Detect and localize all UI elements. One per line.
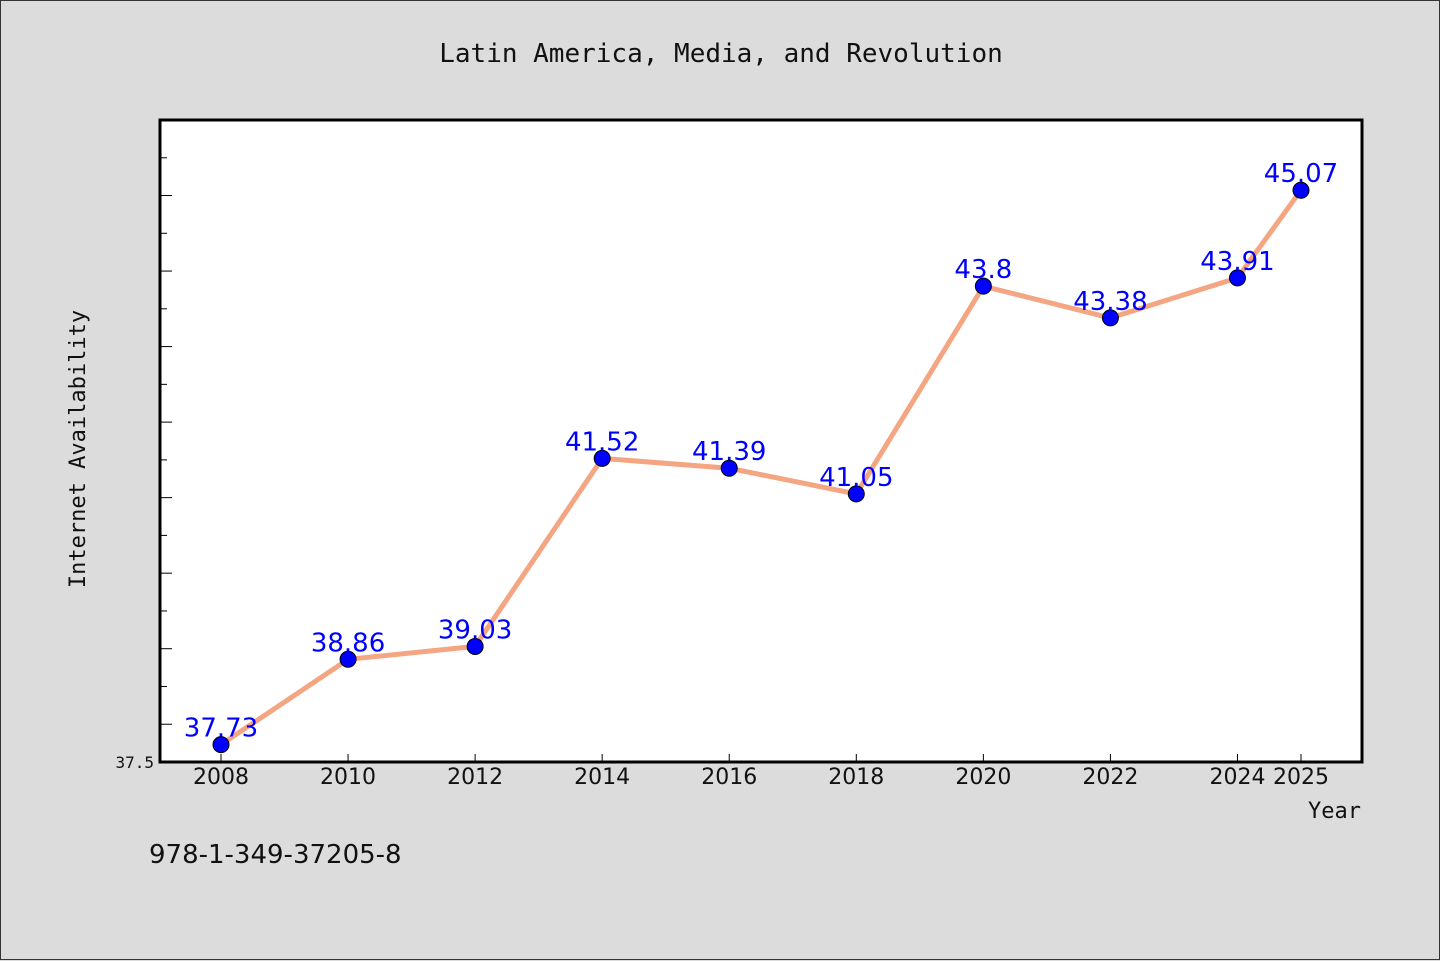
data-label: 41.39 <box>692 437 766 467</box>
chart-title: Latin America, Media, and Revolution <box>439 39 1003 69</box>
data-point <box>212 736 230 754</box>
data-point <box>1101 309 1119 327</box>
data-label: 39.03 <box>438 615 512 645</box>
x-axis-label: Year <box>1308 799 1361 824</box>
data-label: 45.07 <box>1264 159 1338 189</box>
x-tick-labels: 2008 2010 2012 2014 2016 2018 2020 2022 2024 2025 <box>193 754 1329 790</box>
x-tick-label: 2024 <box>1209 765 1265 790</box>
x-tick-label: 2016 <box>701 765 757 790</box>
x-tick-label: 2018 <box>828 765 884 790</box>
data-label: 43.38 <box>1073 287 1147 317</box>
x-tick-label: 2022 <box>1082 765 1138 790</box>
data-label: 43.91 <box>1200 247 1274 277</box>
data-label: 41.52 <box>565 427 639 457</box>
data-point <box>593 449 611 467</box>
data-point <box>1292 181 1310 199</box>
data-label: 37.73 <box>184 714 258 744</box>
isbn-label: 978-1-349-37205-8 <box>149 840 402 870</box>
data-point <box>720 459 738 477</box>
x-tick-label: 2014 <box>574 765 630 790</box>
data-label: 38.86 <box>311 628 385 658</box>
y-tick-label: 37.5 <box>115 753 154 772</box>
x-tick-label: 2010 <box>320 765 376 790</box>
plot-area <box>158 118 1364 764</box>
data-point <box>1228 269 1246 287</box>
x-tick-label: 2020 <box>955 765 1011 790</box>
data-point <box>339 650 357 668</box>
series-line <box>219 188 1304 747</box>
x-tick-label: 2025 <box>1273 765 1329 790</box>
y-tick-labels: 37.5 <box>115 753 154 772</box>
data-point <box>847 485 865 503</box>
data-labels: 37.73 38.86 39.03 41.52 41.39 41.05 43.8 43.38 4… <box>184 159 1338 743</box>
y-axis-label: Internet Availability <box>66 310 91 588</box>
data-label: 41.05 <box>819 463 893 493</box>
data-points <box>212 181 1310 754</box>
y-minor-ticks <box>160 119 172 763</box>
data-label: 43.8 <box>954 255 1012 285</box>
data-point <box>974 277 992 295</box>
data-point <box>466 637 484 655</box>
x-tick-label: 2012 <box>447 765 503 790</box>
x-tick-label: 2008 <box>193 765 249 790</box>
